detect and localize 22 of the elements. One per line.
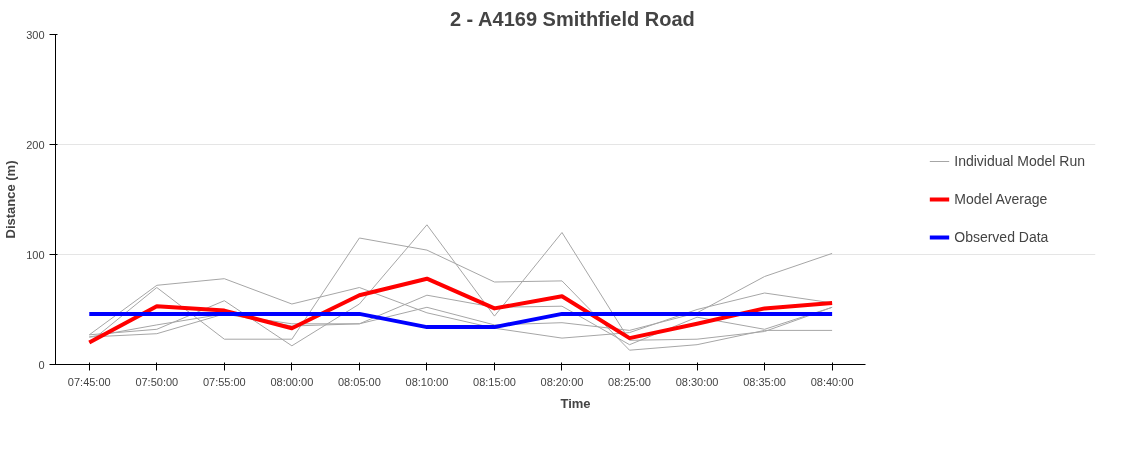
y-tick-label: 200 <box>26 138 45 151</box>
legend-label: Observed Data <box>954 229 1049 245</box>
legend-label: Individual Model Run <box>954 153 1085 169</box>
x-axis-title: Time <box>560 395 591 411</box>
x-tick-label: 08:40:00 <box>810 375 854 388</box>
x-tick-label: 07:50:00 <box>135 375 179 388</box>
x-tick-label: 07:55:00 <box>202 375 246 388</box>
x-tick-label: 08:10:00 <box>405 375 449 388</box>
x-tick-label: 08:30:00 <box>675 375 719 388</box>
x-tick-label: 07:45:00 <box>67 375 111 388</box>
y-axis-title: Distance (m) <box>3 160 19 239</box>
x-tick-label: 08:00:00 <box>270 375 314 388</box>
x-tick-label: 08:15:00 <box>473 375 516 388</box>
x-tick-label: 08:05:00 <box>337 375 381 388</box>
y-tick-label: 300 <box>26 28 45 41</box>
x-tick-label: 08:35:00 <box>743 375 787 388</box>
x-tick-label: 08:20:00 <box>540 375 584 388</box>
y-tick-label: 100 <box>26 248 45 261</box>
legend-label: Model Average <box>954 191 1048 207</box>
x-tick-label: 08:25:00 <box>608 375 651 388</box>
chart-title: 2 - A4169 Smithfield Road <box>449 7 695 30</box>
y-tick-label: 0 <box>38 358 45 371</box>
